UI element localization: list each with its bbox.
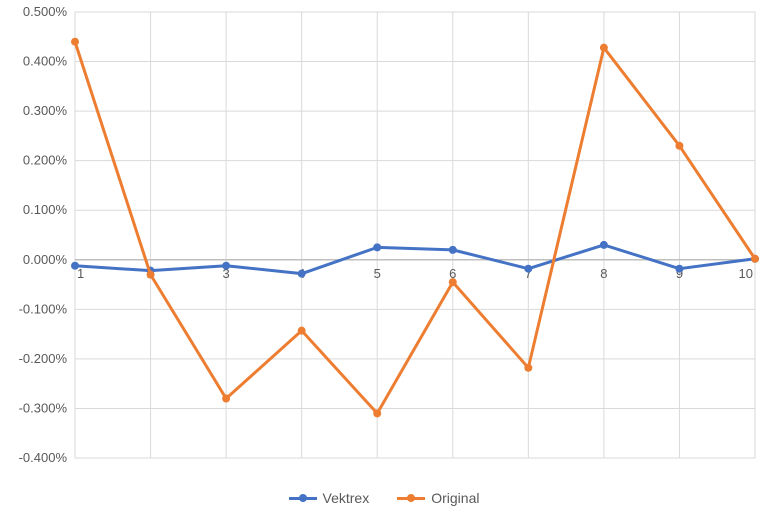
- y-tick-label: -0.100%: [19, 301, 68, 316]
- series-marker-vektrex: [675, 265, 683, 273]
- y-tick-label: -0.200%: [19, 351, 68, 366]
- y-tick-label: 0.400%: [23, 54, 68, 69]
- series-line-original: [75, 42, 755, 414]
- y-tick-label: 0.500%: [23, 4, 68, 19]
- legend-swatch-original: [397, 497, 425, 500]
- legend-label: Original: [431, 490, 479, 506]
- series-marker-vektrex: [449, 246, 457, 254]
- series-marker-vektrex: [600, 241, 608, 249]
- series-marker-original: [524, 364, 532, 372]
- series-marker-vektrex: [71, 262, 79, 270]
- legend-marker-original: [407, 494, 415, 502]
- series-marker-vektrex: [298, 270, 306, 278]
- series-marker-original: [222, 395, 230, 403]
- series-marker-original: [600, 44, 608, 52]
- series-marker-original: [449, 278, 457, 286]
- plot-border: [75, 12, 755, 458]
- x-tick-label: 8: [600, 266, 607, 281]
- chart-svg: -0.400% -0.300% -0.200% -0.100% 0.000% 0.100%…: [0, 0, 768, 512]
- y-tick-label: 0.200%: [23, 153, 68, 168]
- series-marker-original: [71, 38, 79, 46]
- series-marker-original: [751, 255, 759, 263]
- y-tick-label: 0.100%: [23, 202, 68, 217]
- y-tick-label: -0.400%: [19, 450, 68, 465]
- x-tick-label: 10: [739, 266, 753, 281]
- series-marker-original: [373, 409, 381, 417]
- legend-marker-vektrex: [299, 494, 307, 502]
- legend-item-original: Original: [397, 490, 479, 506]
- series-marker-vektrex: [373, 243, 381, 251]
- legend-swatch-vektrex: [289, 497, 317, 500]
- legend-item-vektrex: Vektrex: [289, 490, 370, 506]
- y-tick-label: 0.000%: [23, 252, 68, 267]
- series-marker-original: [675, 142, 683, 150]
- legend-label: Vektrex: [323, 490, 370, 506]
- series-marker-vektrex: [222, 262, 230, 270]
- series-marker-original: [298, 327, 306, 335]
- x-tick-label: 5: [374, 266, 381, 281]
- y-tick-label: 0.300%: [23, 103, 68, 118]
- series-marker-vektrex: [524, 265, 532, 273]
- legend: Vektrex Original: [0, 490, 768, 506]
- line-chart: -0.400% -0.300% -0.200% -0.100% 0.000% 0.100%…: [0, 0, 768, 512]
- y-tick-label: -0.300%: [19, 400, 68, 415]
- series-marker-original: [147, 271, 155, 279]
